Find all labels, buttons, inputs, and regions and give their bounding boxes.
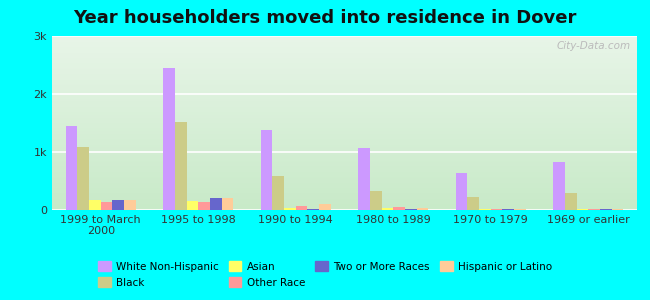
Bar	[66, 126, 77, 210]
Bar	[89, 200, 101, 210]
Bar	[382, 208, 393, 210]
Bar	[296, 206, 307, 210]
Bar	[600, 209, 612, 210]
Bar	[163, 68, 175, 210]
Bar	[491, 209, 502, 210]
Bar	[284, 208, 296, 210]
Bar	[553, 162, 565, 210]
Bar	[577, 209, 588, 210]
Bar	[514, 209, 526, 210]
Bar	[198, 202, 210, 210]
Bar	[77, 147, 89, 210]
Bar	[210, 198, 222, 210]
Bar	[456, 173, 467, 210]
Bar	[187, 201, 198, 210]
Legend: White Non-Hispanic, Black, Asian, Other Race, Two or More Races, Hispanic or Lat: White Non-Hispanic, Black, Asian, Other …	[94, 256, 556, 292]
Bar	[272, 176, 284, 210]
Text: Year householders moved into residence in Dover: Year householders moved into residence i…	[73, 9, 577, 27]
Bar	[417, 208, 428, 210]
Bar	[101, 202, 112, 210]
Text: City-Data.com: City-Data.com	[557, 41, 631, 51]
Bar	[479, 209, 491, 210]
Bar	[307, 209, 319, 210]
Bar	[319, 204, 331, 210]
Bar	[261, 130, 272, 210]
Bar	[222, 198, 233, 210]
Bar	[467, 197, 479, 210]
Bar	[612, 209, 623, 210]
Bar	[502, 209, 514, 210]
Bar	[175, 122, 187, 210]
Bar	[112, 200, 124, 210]
Bar	[124, 200, 136, 210]
Bar	[393, 207, 405, 210]
Bar	[358, 148, 370, 210]
Bar	[565, 193, 577, 210]
Bar	[588, 209, 600, 210]
Bar	[405, 209, 417, 210]
Bar	[370, 191, 382, 210]
